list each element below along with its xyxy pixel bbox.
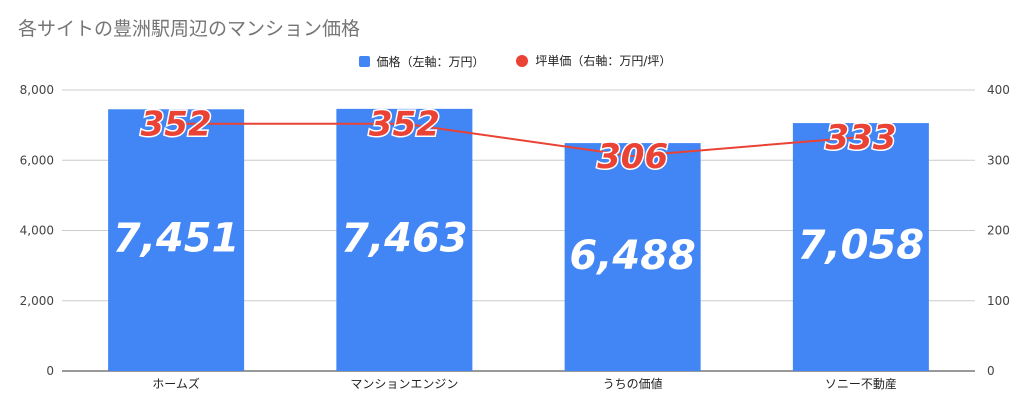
y-tick-left: 2,000 [20,294,54,308]
line-series [176,122,861,158]
bar-data-label: 7,058 [798,223,925,269]
bar [564,143,701,371]
line-data-label: 352 [369,105,440,145]
y-tick-left: 4,000 [20,224,54,238]
bar [336,108,473,371]
legend: 価格（左軸：万円） 坪単価（右軸：万円/坪） [0,52,1030,70]
y-tick-right: 0 [987,364,995,378]
bar [792,123,929,371]
bar [108,109,245,371]
bar-data-label: 6,488 [569,233,696,279]
line-data-label: 333 [825,118,896,158]
legend-item-unit-price[interactable]: 坪単価（右軸：万円/坪） [516,52,671,69]
chart-title: 各サイトの豊洲駅周辺のマンション価格 [18,18,361,40]
legend-label-price: 価格（左軸：万円） [376,54,485,69]
y-tick-left: 8,000 [20,83,54,97]
line-data-label: 306 [597,137,668,177]
legend-swatch-bar [358,55,370,67]
legend-swatch-line [516,54,529,67]
y-tick-left: 0 [46,364,54,378]
legend-label-unit-price: 坪単価（右軸：万円/坪） [535,54,672,68]
line-data-label: 352 [141,105,212,145]
bar-data-label: 7,451 [113,216,240,262]
x-tick-label: マンションエンジン [350,377,458,391]
bar-data-label: 7,463 [341,215,468,261]
y-tick-right: 200 [987,224,1010,238]
y-tick-left: 6,000 [20,153,54,167]
x-tick-label: うちの価値 [603,376,663,391]
y-tick-right: 100 [987,294,1010,308]
x-tick-label: ホームズ [152,376,200,391]
x-tick-label: ソニー不動産 [825,376,897,391]
legend-item-price[interactable]: 価格（左軸：万円） [358,53,485,70]
y-tick-right: 400 [987,83,1010,97]
y-tick-right: 300 [987,153,1010,167]
